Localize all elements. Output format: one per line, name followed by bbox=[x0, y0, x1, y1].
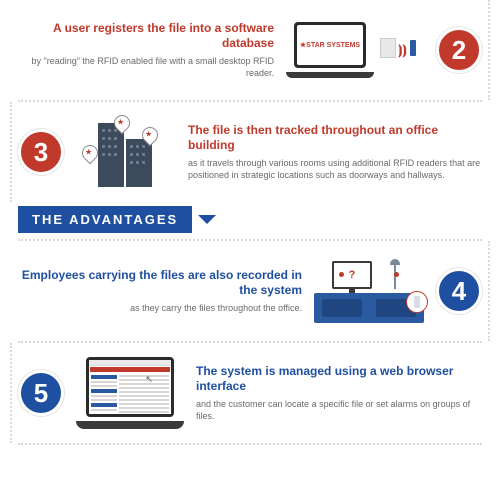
step-4-row: Employees carrying the files are also re… bbox=[0, 241, 500, 341]
browser-laptop-illustration: ↖ bbox=[76, 357, 184, 429]
step-3-title: The file is then tracked throughout an o… bbox=[188, 123, 482, 153]
connector-dots bbox=[10, 343, 12, 443]
step-4-body: as they carry the files throughout the o… bbox=[18, 302, 302, 314]
step-3-row: 3 The file is then tracked throughout an… bbox=[0, 102, 500, 202]
desk-illustration: ? bbox=[314, 259, 424, 323]
step-4-title: Employees carrying the files are also re… bbox=[18, 268, 302, 298]
step-5-row: 5 ↖ bbox=[0, 343, 500, 443]
step-3-badge: 3 bbox=[18, 129, 64, 175]
step-3-body: as it travels through various rooms usin… bbox=[188, 157, 482, 181]
monitor-icon: ? bbox=[332, 261, 372, 289]
step-2-body: by "reading" the RFID enabled file with … bbox=[18, 55, 274, 79]
connector-dots bbox=[488, 0, 490, 100]
step-5-title: The system is managed using a web browse… bbox=[196, 364, 482, 394]
cursor-icon: ↖ bbox=[145, 374, 153, 385]
step-5-badge: 5 bbox=[18, 370, 64, 416]
step-4-text: Employees carrying the files are also re… bbox=[18, 268, 302, 314]
connector-dots bbox=[10, 102, 12, 202]
advantages-label: THE ADVANTAGES bbox=[18, 206, 192, 233]
step-2-badge: 2 bbox=[436, 27, 482, 73]
laptop-reader-illustration: ★ STAR SYSTEMS ⦘⦘ bbox=[286, 22, 424, 78]
star-systems-logo: ★ STAR SYSTEMS bbox=[297, 25, 363, 65]
chevron-down-icon bbox=[198, 215, 216, 224]
advantages-header: THE ADVANTAGES bbox=[18, 206, 482, 233]
webpage-icon: ↖ bbox=[89, 360, 171, 414]
step-2-text: A user registers the file into a softwar… bbox=[18, 21, 274, 79]
rfid-waves-icon: ⦘⦘ bbox=[398, 42, 407, 58]
step-3-text: The file is then tracked throughout an o… bbox=[188, 123, 482, 181]
file-callout-icon bbox=[406, 291, 428, 313]
step-2-title: A user registers the file into a softwar… bbox=[18, 21, 274, 51]
step-4-badge: 4 bbox=[436, 268, 482, 314]
rfid-reader-icon: ⦘⦘ bbox=[380, 38, 424, 62]
connector-dots bbox=[488, 241, 490, 341]
building-icon bbox=[126, 139, 152, 187]
divider bbox=[18, 443, 482, 445]
step-5-body: and the customer can locate a specific f… bbox=[196, 398, 482, 422]
buildings-illustration bbox=[76, 117, 176, 187]
laptop-icon: ★ STAR SYSTEMS bbox=[286, 22, 374, 78]
laptop-screen-icon: ↖ bbox=[86, 357, 174, 417]
step-5-text: The system is managed using a web browse… bbox=[196, 364, 482, 422]
step-2-row: A user registers the file into a softwar… bbox=[0, 0, 500, 100]
